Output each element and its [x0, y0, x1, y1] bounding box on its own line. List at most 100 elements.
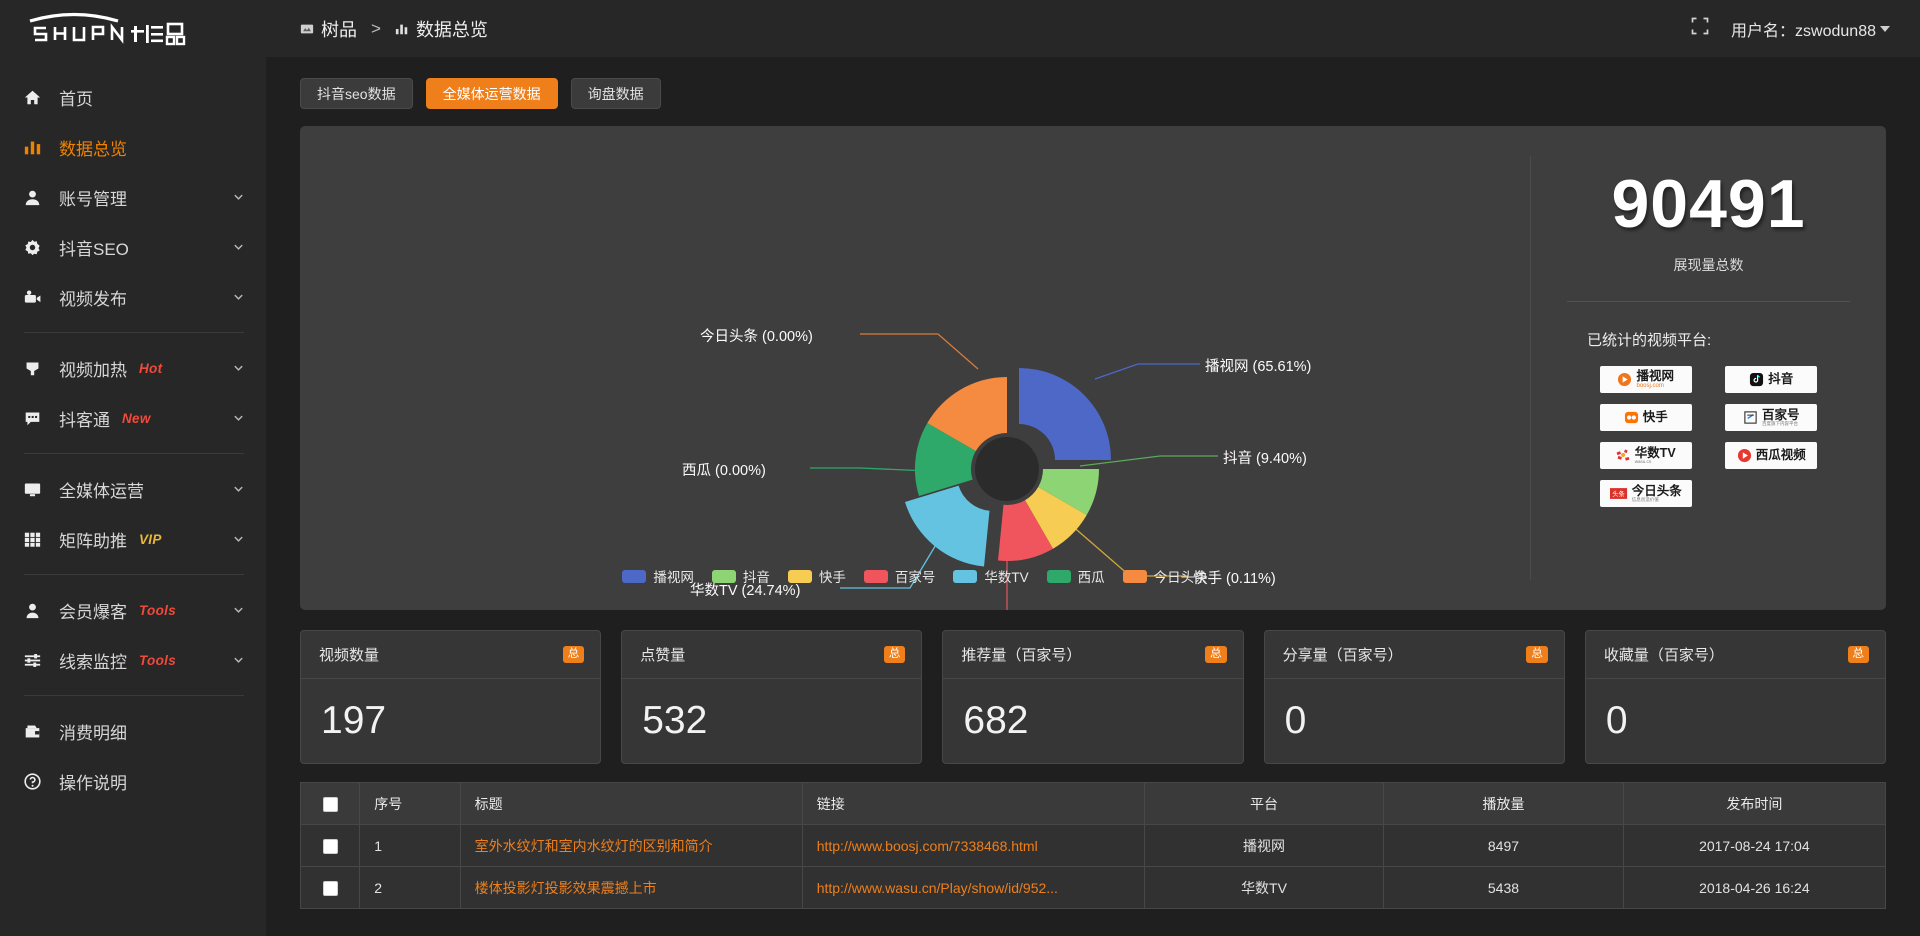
sidebar-item-help[interactable]: 操作说明 — [0, 756, 266, 806]
legend-item[interactable]: 今日头条 — [1122, 566, 1208, 586]
row-url-link[interactable]: http://www.boosj.com/7338468.html — [816, 837, 1038, 854]
row-platform: 播视网 — [1143, 824, 1385, 867]
chevron-down-icon[interactable] — [233, 655, 244, 666]
sidebar-item-label: 操作说明 — [59, 773, 127, 793]
chevron-down-icon[interactable] — [233, 292, 244, 303]
sidebar-item-label: 线索监控 — [59, 652, 127, 672]
pie-label-boshi: 播视网 (65.61%) — [1205, 359, 1312, 375]
sidebar-tag-hot: Hot — [139, 360, 163, 376]
breadcrumb-current[interactable]: 数据总览 — [415, 19, 488, 40]
platform-logo-label: 快手 — [1642, 410, 1668, 425]
stat-card-header: 收藏量（百家号） 总 — [1585, 631, 1886, 679]
chevron-down-icon[interactable] — [233, 192, 244, 203]
member-icon — [24, 602, 48, 619]
legend-item[interactable]: 西瓜 — [1046, 566, 1105, 586]
bar-chart-icon — [24, 139, 48, 156]
platform-logo-boshi[interactable]: 播视网 boosj.com — [1599, 366, 1692, 393]
stat-card-title: 分享量（百家号） — [1282, 647, 1403, 664]
row-select-cell — [299, 866, 361, 909]
stat-card-header: 视频数量 总 — [301, 631, 601, 679]
legend-label: 华数TV — [984, 570, 1029, 585]
row-checkbox[interactable] — [322, 880, 338, 896]
chevron-down-icon[interactable] — [233, 363, 244, 374]
chevron-down-icon[interactable] — [233, 413, 244, 424]
sidebar-item-member-tools[interactable]: 会员爆客 Tools — [0, 585, 266, 635]
legend-item[interactable]: 快手 — [787, 566, 846, 586]
row-plays: 5438 — [1383, 866, 1624, 909]
tab-inquiry[interactable]: 询盘数据 — [570, 78, 661, 109]
sidebar-item-matrix-boost[interactable]: 矩阵助推 VIP — [0, 514, 266, 564]
brand-logo[interactable] — [0, 0, 266, 58]
chevron-down-icon[interactable] — [233, 484, 244, 495]
row-title-link[interactable]: 楼体投影灯投影效果震撼上市 — [474, 879, 657, 896]
sidebar-tag-vip: VIP — [139, 531, 162, 547]
pie-label-toutiao: 今日头条 (0.00%) — [700, 329, 813, 345]
legend-item[interactable]: 华数TV — [953, 566, 1029, 586]
rocket-icon — [24, 360, 48, 377]
table-row[interactable]: 2 楼体投影灯投影效果震撼上市 http://www.wasu.cn/Play/… — [299, 866, 1887, 909]
tab-omni-media[interactable]: 全媒体运营数据 — [425, 78, 558, 109]
pie-label-xigua: 西瓜 (0.00%) — [682, 463, 766, 479]
chevron-down-icon[interactable] — [233, 534, 244, 545]
legend-label: 快手 — [818, 570, 846, 585]
user-menu[interactable]: 用户名：zswodun88 — [1731, 17, 1890, 41]
tab-douyin-seo[interactable]: 抖音seo数据 — [300, 78, 413, 109]
platform-logo-label: 抖音 — [1768, 372, 1794, 387]
platform-logo-label: 百家号 — [1761, 408, 1800, 422]
donut-svg — [810, 333, 1218, 610]
platform-share-donut[interactable]: 播视网 (65.61%) 抖音 (9.40%) 快手 (0.11%) 百家号 (… — [300, 126, 1530, 610]
breadcrumb-current-icon — [395, 22, 409, 36]
platform-logo-toutiao[interactable]: 头条 今日头条 信息创造价值 — [1599, 480, 1692, 507]
platform-logo-huashutv[interactable]: 华数TV wasu.cn — [1599, 442, 1692, 469]
legend-item[interactable]: 播视网 — [622, 566, 694, 586]
row-title-link[interactable]: 室外水纹灯和室内水纹灯的区别和简介 — [474, 837, 713, 854]
sidebar-item-douyin-seo[interactable]: 抖音SEO — [0, 222, 266, 272]
sidebar-item-account-mgmt[interactable]: 账号管理 — [0, 172, 266, 222]
table-header-select-all — [299, 782, 361, 825]
stat-card-favorites: 收藏量（百家号） 总 0 — [1584, 630, 1887, 764]
select-all-checkbox[interactable] — [322, 796, 338, 812]
summary-divider — [1567, 301, 1850, 302]
chevron-down-icon[interactable] — [233, 242, 244, 253]
table-header-link: 链接 — [801, 782, 1145, 825]
row-url-link[interactable]: http://www.wasu.cn/Play/show/id/952... — [816, 879, 1058, 896]
legend-item[interactable]: 抖音 — [711, 566, 770, 586]
sidebar-item-label: 会员爆客 — [59, 602, 127, 622]
user-label: 用户名：zswodun88 — [1731, 22, 1876, 40]
douyin-mark-icon — [1750, 372, 1764, 387]
total-impressions-value: 90491 — [1611, 166, 1806, 242]
platform-logo-xigua[interactable]: 西瓜视频 — [1725, 442, 1818, 469]
sidebar-item-label: 消费明细 — [59, 723, 127, 743]
stat-card-value: 682 — [963, 699, 1029, 742]
platform-logo-kuaishou[interactable]: 快手 — [1599, 404, 1692, 431]
status-badge: 总 — [1526, 645, 1548, 664]
sidebar-item-video-boost[interactable]: 视频加热 Hot — [0, 343, 266, 393]
chevron-down-icon[interactable] — [233, 605, 244, 616]
sidebar-item-data-overview[interactable]: 数据总览 — [0, 122, 266, 172]
toutiao-mark-icon: 头条 — [1609, 488, 1627, 499]
sidebar-item-omni-media[interactable]: 全媒体运营 — [0, 464, 266, 514]
sidebar-item-home[interactable]: 首页 — [0, 72, 266, 122]
row-title-cell: 室外水纹灯和室内水纹灯的区别和简介 — [459, 824, 803, 867]
summary-panel: 90491 展现量总数 已统计的视频平台: 播视网 boosj.com — [1531, 126, 1886, 610]
row-plays: 8497 — [1383, 824, 1624, 867]
sidebar-item-video-publish[interactable]: 视频发布 — [0, 272, 266, 322]
platform-logo-sub: boosj.com — [1636, 382, 1664, 389]
row-checkbox[interactable] — [322, 838, 338, 854]
table-row[interactable]: 1 室外水纹灯和室内水纹灯的区别和简介 http://www.boosj.com… — [299, 824, 1887, 867]
fullscreen-icon[interactable] — [1691, 17, 1709, 40]
sidebar-item-lead-monitor[interactable]: 线索监控 Tools — [0, 635, 266, 685]
legend-swatch — [1122, 569, 1147, 583]
table-header-title: 标题 — [459, 782, 803, 825]
breadcrumb-root-icon — [300, 22, 314, 36]
sidebar-item-doukeitong[interactable]: 抖客通 New — [0, 393, 266, 443]
breadcrumb-root[interactable]: 树品 — [321, 19, 357, 40]
status-badge: 总 — [562, 645, 585, 664]
row-title-cell: 楼体投影灯投影效果震撼上市 — [459, 866, 803, 909]
platform-logo-baijiahao[interactable]: 百家号 百度旗下内容平台 — [1725, 404, 1818, 431]
sidebar-item-billing[interactable]: 消费明细 — [0, 706, 266, 756]
boshi-mark-icon — [1618, 372, 1632, 387]
legend-item[interactable]: 百家号 — [863, 566, 935, 586]
breadcrumb: 树品 > 数据总览 — [300, 16, 488, 42]
platform-logo-douyin[interactable]: 抖音 — [1725, 366, 1818, 393]
